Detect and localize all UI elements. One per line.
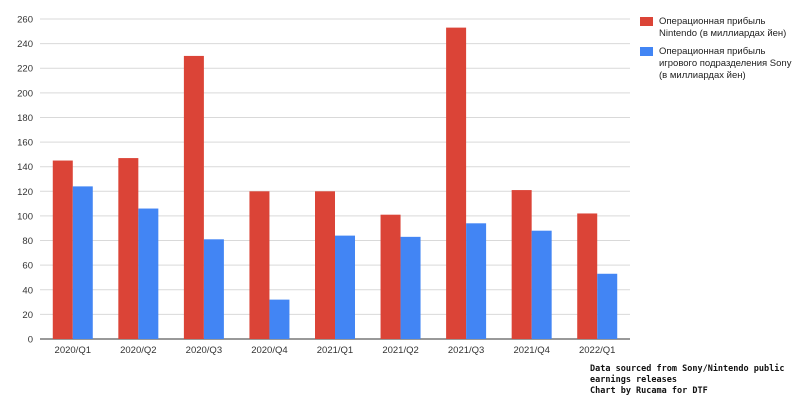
x-tick-label: 2021/Q4 bbox=[513, 345, 549, 356]
y-tick-label: 240 bbox=[17, 39, 33, 50]
bar-nintendo-2020-Q1 bbox=[52, 160, 73, 339]
y-tick-label: 220 bbox=[17, 64, 33, 75]
bar-nintendo-2020-Q3 bbox=[183, 55, 204, 340]
legend-swatch-nintendo bbox=[640, 17, 653, 26]
y-tick-label: 260 bbox=[17, 15, 33, 26]
y-tick-label: 0 bbox=[28, 335, 33, 346]
bar-nintendo-2020-Q4 bbox=[249, 191, 270, 339]
legend-item-sony: Операционная прибыль игрового подразделе… bbox=[640, 46, 795, 82]
source-note: Data sourced from Sony/Nintendo public e… bbox=[590, 364, 795, 397]
x-axis-ticks: 2020/Q1 2020/Q2 2020/Q3 2020/Q4 2021/Q1 2021/… bbox=[55, 345, 616, 356]
y-tick-label: 40 bbox=[22, 285, 33, 296]
legend-label-nintendo: Операционная прибыль Nintendo (в миллиар… bbox=[659, 16, 787, 39]
legend-item-nintendo: Операционная прибыль Nintendo (в миллиар… bbox=[640, 16, 795, 40]
bar-sony-2020-Q1 bbox=[72, 186, 93, 339]
y-tick-label: 140 bbox=[17, 162, 33, 173]
y-tick-label: 20 bbox=[22, 310, 33, 321]
bar-nintendo-2021-Q1 bbox=[315, 191, 335, 339]
bar-sony-2021-Q1 bbox=[335, 235, 355, 339]
bar-sony-2021-Q3 bbox=[466, 223, 487, 339]
legend: Операционная прибыль Nintendo (в миллиар… bbox=[640, 16, 795, 88]
bar-sony-2020-Q3 bbox=[203, 239, 224, 339]
bar-nintendo-2021-Q3 bbox=[446, 27, 467, 339]
y-axis-ticks: 0 20 40 60 80 100 120 140 160 180 200 220 240 260 bbox=[17, 15, 33, 346]
y-tick-label: 60 bbox=[22, 261, 33, 272]
legend-swatch-sony bbox=[640, 47, 653, 56]
y-tick-label: 200 bbox=[17, 88, 33, 99]
bar-nintendo-2021-Q4 bbox=[511, 190, 532, 339]
x-tick-label: 2021/Q2 bbox=[382, 345, 418, 356]
bar-sony-2022-Q1 bbox=[597, 273, 618, 339]
x-tick-label: 2021/Q3 bbox=[448, 345, 484, 356]
y-tick-label: 100 bbox=[17, 211, 33, 222]
y-tick-label: 160 bbox=[17, 138, 33, 149]
bar-sony-2021-Q4 bbox=[531, 230, 552, 339]
x-tick-label: 2020/Q3 bbox=[186, 345, 222, 356]
bar-nintendo-2020-Q2 bbox=[118, 158, 139, 339]
bars bbox=[52, 27, 618, 340]
x-tick-label: 2022/Q1 bbox=[579, 345, 615, 356]
legend-label-sony: Операционная прибыль игрового подразделе… bbox=[659, 46, 792, 81]
y-tick-label: 80 bbox=[22, 236, 33, 247]
bar-nintendo-2022-Q1 bbox=[577, 213, 598, 339]
bar-sony-2020-Q4 bbox=[269, 299, 290, 339]
x-tick-label: 2021/Q1 bbox=[317, 345, 353, 356]
source-note-line1: Data sourced from Sony/Nintendo public e… bbox=[590, 364, 785, 385]
y-tick-label: 120 bbox=[17, 187, 33, 198]
x-tick-label: 2020/Q1 bbox=[55, 345, 91, 356]
x-tick-label: 2020/Q4 bbox=[251, 345, 287, 356]
y-tick-label: 180 bbox=[17, 113, 33, 124]
bar-nintendo-2021-Q2 bbox=[380, 214, 401, 339]
x-tick-label: 2020/Q2 bbox=[120, 345, 156, 356]
source-note-line2: Chart by Rucama for DTF bbox=[590, 386, 708, 396]
bar-sony-2021-Q2 bbox=[400, 236, 421, 339]
bar-sony-2020-Q2 bbox=[138, 208, 159, 339]
